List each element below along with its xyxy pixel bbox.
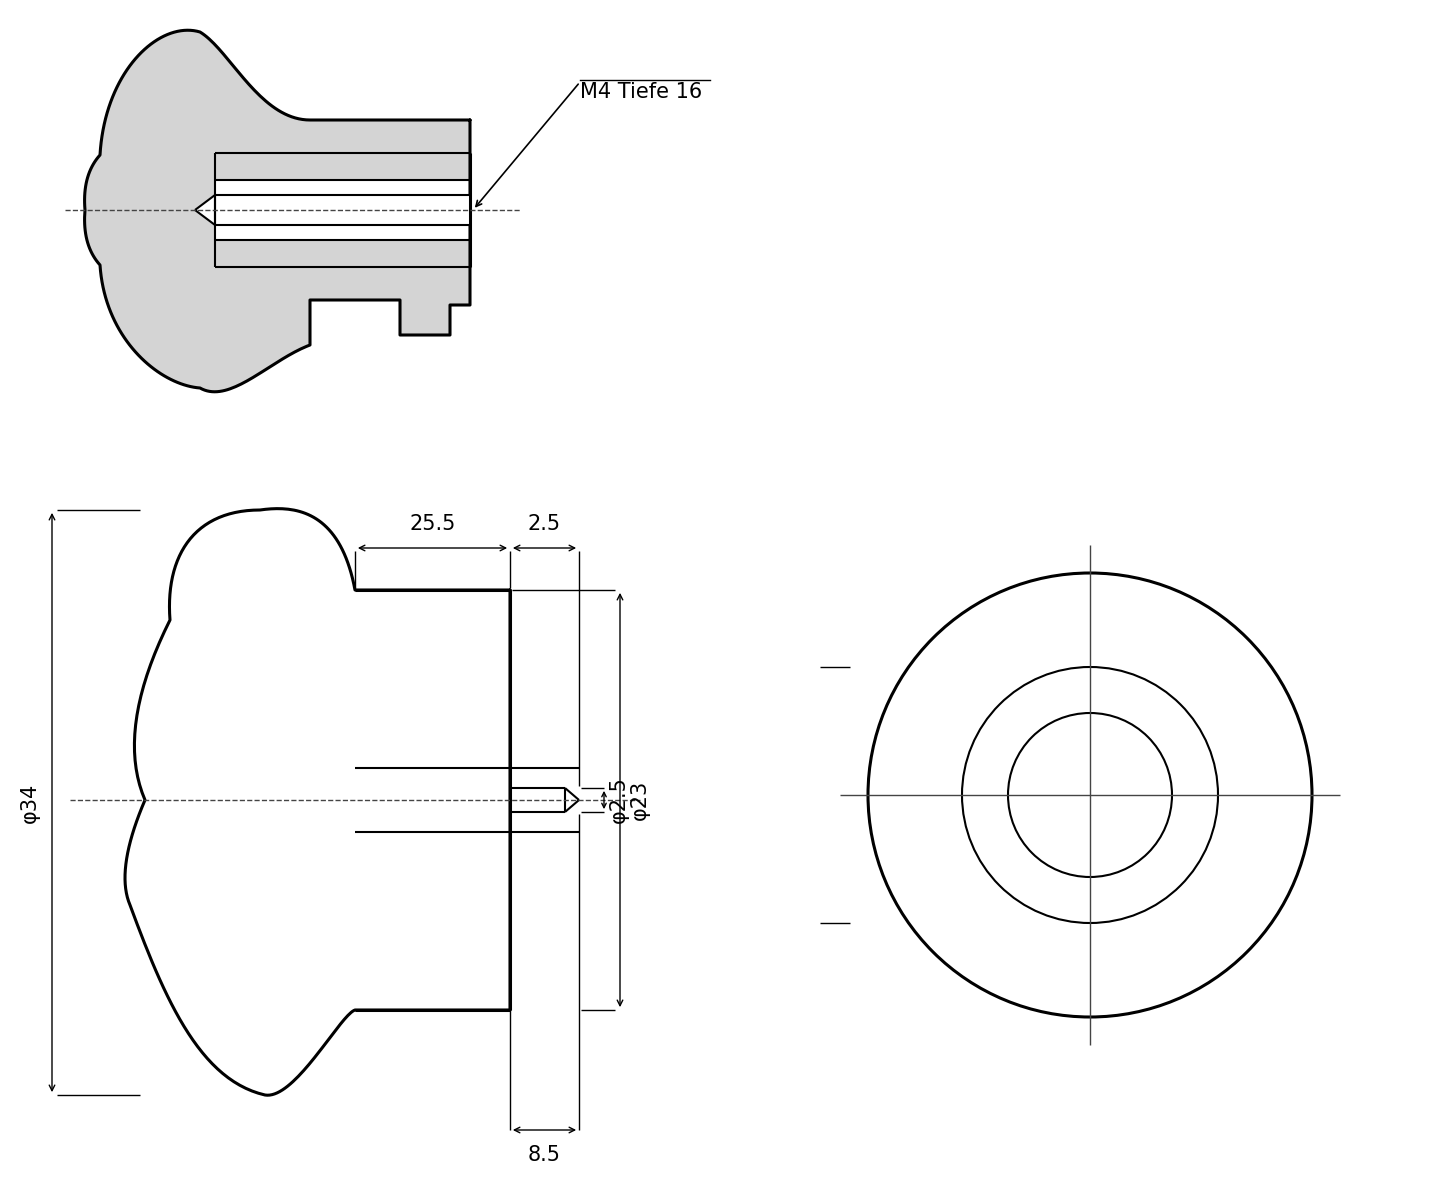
- Polygon shape: [215, 180, 470, 240]
- Polygon shape: [215, 240, 470, 267]
- Text: 25.5: 25.5: [409, 514, 455, 534]
- Text: M4 Tiefe 16: M4 Tiefe 16: [579, 82, 702, 102]
- Polygon shape: [85, 31, 470, 392]
- Text: φ23: φ23: [630, 780, 650, 820]
- Text: φ2.5: φ2.5: [608, 777, 629, 824]
- Text: 8.5: 8.5: [527, 1145, 561, 1165]
- Text: 2.5: 2.5: [527, 514, 561, 534]
- Text: φ34: φ34: [20, 783, 40, 823]
- Polygon shape: [195, 195, 470, 225]
- Polygon shape: [215, 153, 470, 267]
- Polygon shape: [215, 153, 470, 180]
